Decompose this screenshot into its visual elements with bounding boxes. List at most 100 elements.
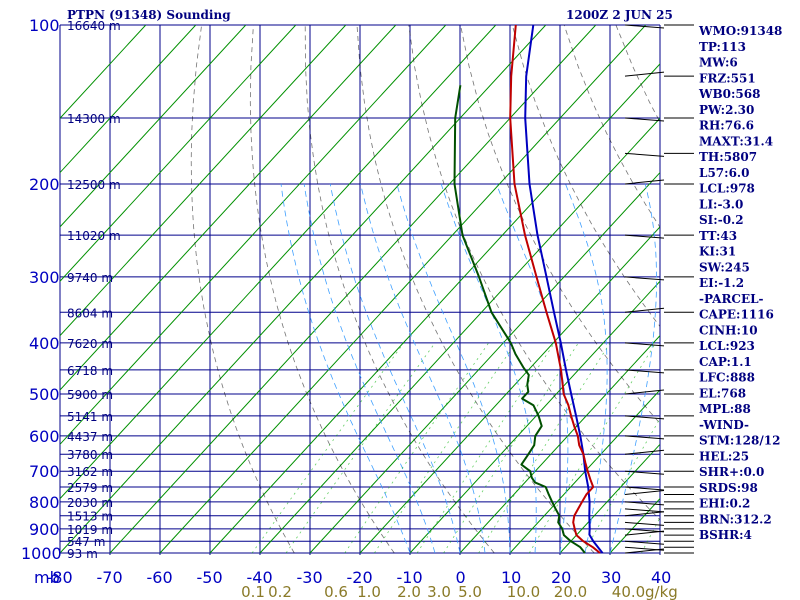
index-line: LCL:923 — [699, 339, 755, 353]
mixing-ratio-label: 20.0 — [554, 583, 587, 600]
temperature-tick-label: -60 — [147, 568, 173, 587]
index-line: -PARCEL- — [699, 292, 764, 306]
isotherm-line — [309, 171, 660, 554]
wind-barb-staff — [624, 24, 665, 29]
temperature-tick-label: -80 — [47, 568, 73, 587]
wind-barb-staff — [624, 389, 665, 395]
chart-timestamp: 1200Z 2 JUN 25 — [566, 8, 673, 22]
height-label: 7620 m — [67, 337, 113, 351]
isotherm-line — [60, 25, 247, 228]
isotherm-line — [509, 389, 660, 554]
height-label: 1513 m — [67, 510, 113, 524]
temperature-tick-label: 20 — [551, 568, 571, 587]
index-line: LFC:888 — [699, 371, 755, 385]
temperature-tick-label: -50 — [197, 568, 223, 587]
index-line: LI:-3.0 — [699, 197, 743, 211]
moist-adiabat-line — [609, 183, 657, 554]
moist-adiabat-line — [396, 183, 511, 553]
isotherm-line — [259, 117, 660, 554]
index-line: FRZ:551 — [699, 71, 756, 85]
mixing-ratio-label: 1.0 — [357, 583, 381, 600]
isotherm-line — [60, 25, 297, 282]
dry-adiabat-line — [190, 25, 295, 554]
pressure-tick-label: 900 — [29, 520, 60, 539]
wind-barb-staff — [624, 449, 665, 455]
index-line: WB0:568 — [698, 87, 760, 101]
chart-title: PTPN (91348) Sounding — [67, 8, 231, 22]
wind-barb-staff — [624, 234, 665, 239]
wind-barb-staff — [624, 501, 665, 506]
index-line: SHR+:0.0 — [699, 465, 764, 479]
mixing-ratio-label: 0.2 — [268, 583, 292, 600]
height-label: 4437 m — [67, 430, 113, 444]
isotherm-line — [459, 334, 660, 554]
wind-barb-staff — [624, 508, 665, 513]
index-line: EHI:0.2 — [699, 497, 750, 511]
wind-barb-staff — [624, 152, 665, 157]
moist-adiabat-line — [440, 183, 537, 554]
wind-barb-staff — [624, 521, 665, 526]
height-label: 8604 m — [67, 306, 113, 320]
wind-barb-staff — [624, 511, 665, 517]
wind-barb-staff — [624, 307, 665, 313]
height-label: 16640 m — [67, 19, 121, 33]
index-line: MW:6 — [699, 56, 738, 70]
wind-barb-staff — [624, 528, 665, 533]
wind-barb-staff — [624, 546, 665, 551]
isotherm-line — [209, 63, 660, 554]
pressure-tick-label: 800 — [29, 493, 60, 512]
pressure-temperature-grid — [59, 24, 661, 555]
temperature-tick-label: -20 — [347, 568, 373, 587]
pressure-tick-label: 300 — [29, 268, 60, 287]
temperature-line — [509, 25, 601, 554]
background-lines — [60, 25, 660, 554]
mixing-ratio-label: 3.0 — [427, 583, 451, 600]
index-line: TP:113 — [699, 40, 746, 54]
pressure-unit-label: mb — [34, 568, 60, 587]
height-label: 11020 m — [67, 229, 121, 243]
moist-adiabat-line — [360, 183, 486, 554]
height-label: 3162 m — [67, 465, 113, 479]
height-label: 547 m — [67, 535, 105, 549]
height-label: 9740 m — [67, 271, 113, 285]
mixing-ratio-label: 2.0 — [397, 583, 421, 600]
height-label: 5141 m — [67, 410, 113, 424]
index-line: MAXT:31.4 — [699, 134, 773, 148]
isotherm-line — [359, 226, 660, 554]
isotherm-line — [60, 25, 447, 446]
mixing-ratio-line — [416, 342, 555, 554]
isotherm-line — [60, 25, 497, 500]
index-line: SW:245 — [699, 260, 750, 274]
temperature-tick-label: 30 — [601, 568, 621, 587]
isotherm-line — [60, 25, 147, 119]
moist-adiabat-line — [565, 183, 608, 554]
dry-adiabat-line — [304, 25, 495, 554]
index-line: CAP:1.1 — [699, 355, 752, 369]
index-line: PW:2.30 — [699, 103, 754, 117]
temperature-tick-label: 10 — [501, 568, 521, 587]
isotherm-line — [60, 25, 547, 554]
temperature-tick-label: -70 — [97, 568, 123, 587]
moist-adiabat-line — [303, 183, 436, 554]
temperature-tick-label: -10 — [397, 568, 423, 587]
mixing-ratio-label: 0.6 — [324, 583, 348, 600]
wind-barb-staff — [624, 486, 665, 491]
wind-barb-staff — [624, 369, 665, 374]
index-line: BRN:312.2 — [699, 512, 772, 526]
moist-adiabat-line — [280, 183, 411, 554]
wind-barb-staff — [624, 117, 665, 122]
wind-barb-staff — [624, 71, 665, 77]
pressure-tick-label: 600 — [29, 427, 60, 446]
index-line: SRDS:98 — [699, 481, 758, 495]
isotherm-line — [159, 25, 647, 554]
wind-barb-staff — [624, 490, 665, 496]
wind-barb-staff — [624, 276, 665, 281]
wind-barb-staff — [624, 540, 665, 545]
index-line: EL:768 — [699, 386, 746, 400]
dewpoint-line — [453, 85, 586, 554]
index-line: EI:-1.2 — [699, 276, 744, 290]
dry-adiabat-line — [460, 25, 660, 424]
index-line: KI:31 — [699, 245, 736, 259]
